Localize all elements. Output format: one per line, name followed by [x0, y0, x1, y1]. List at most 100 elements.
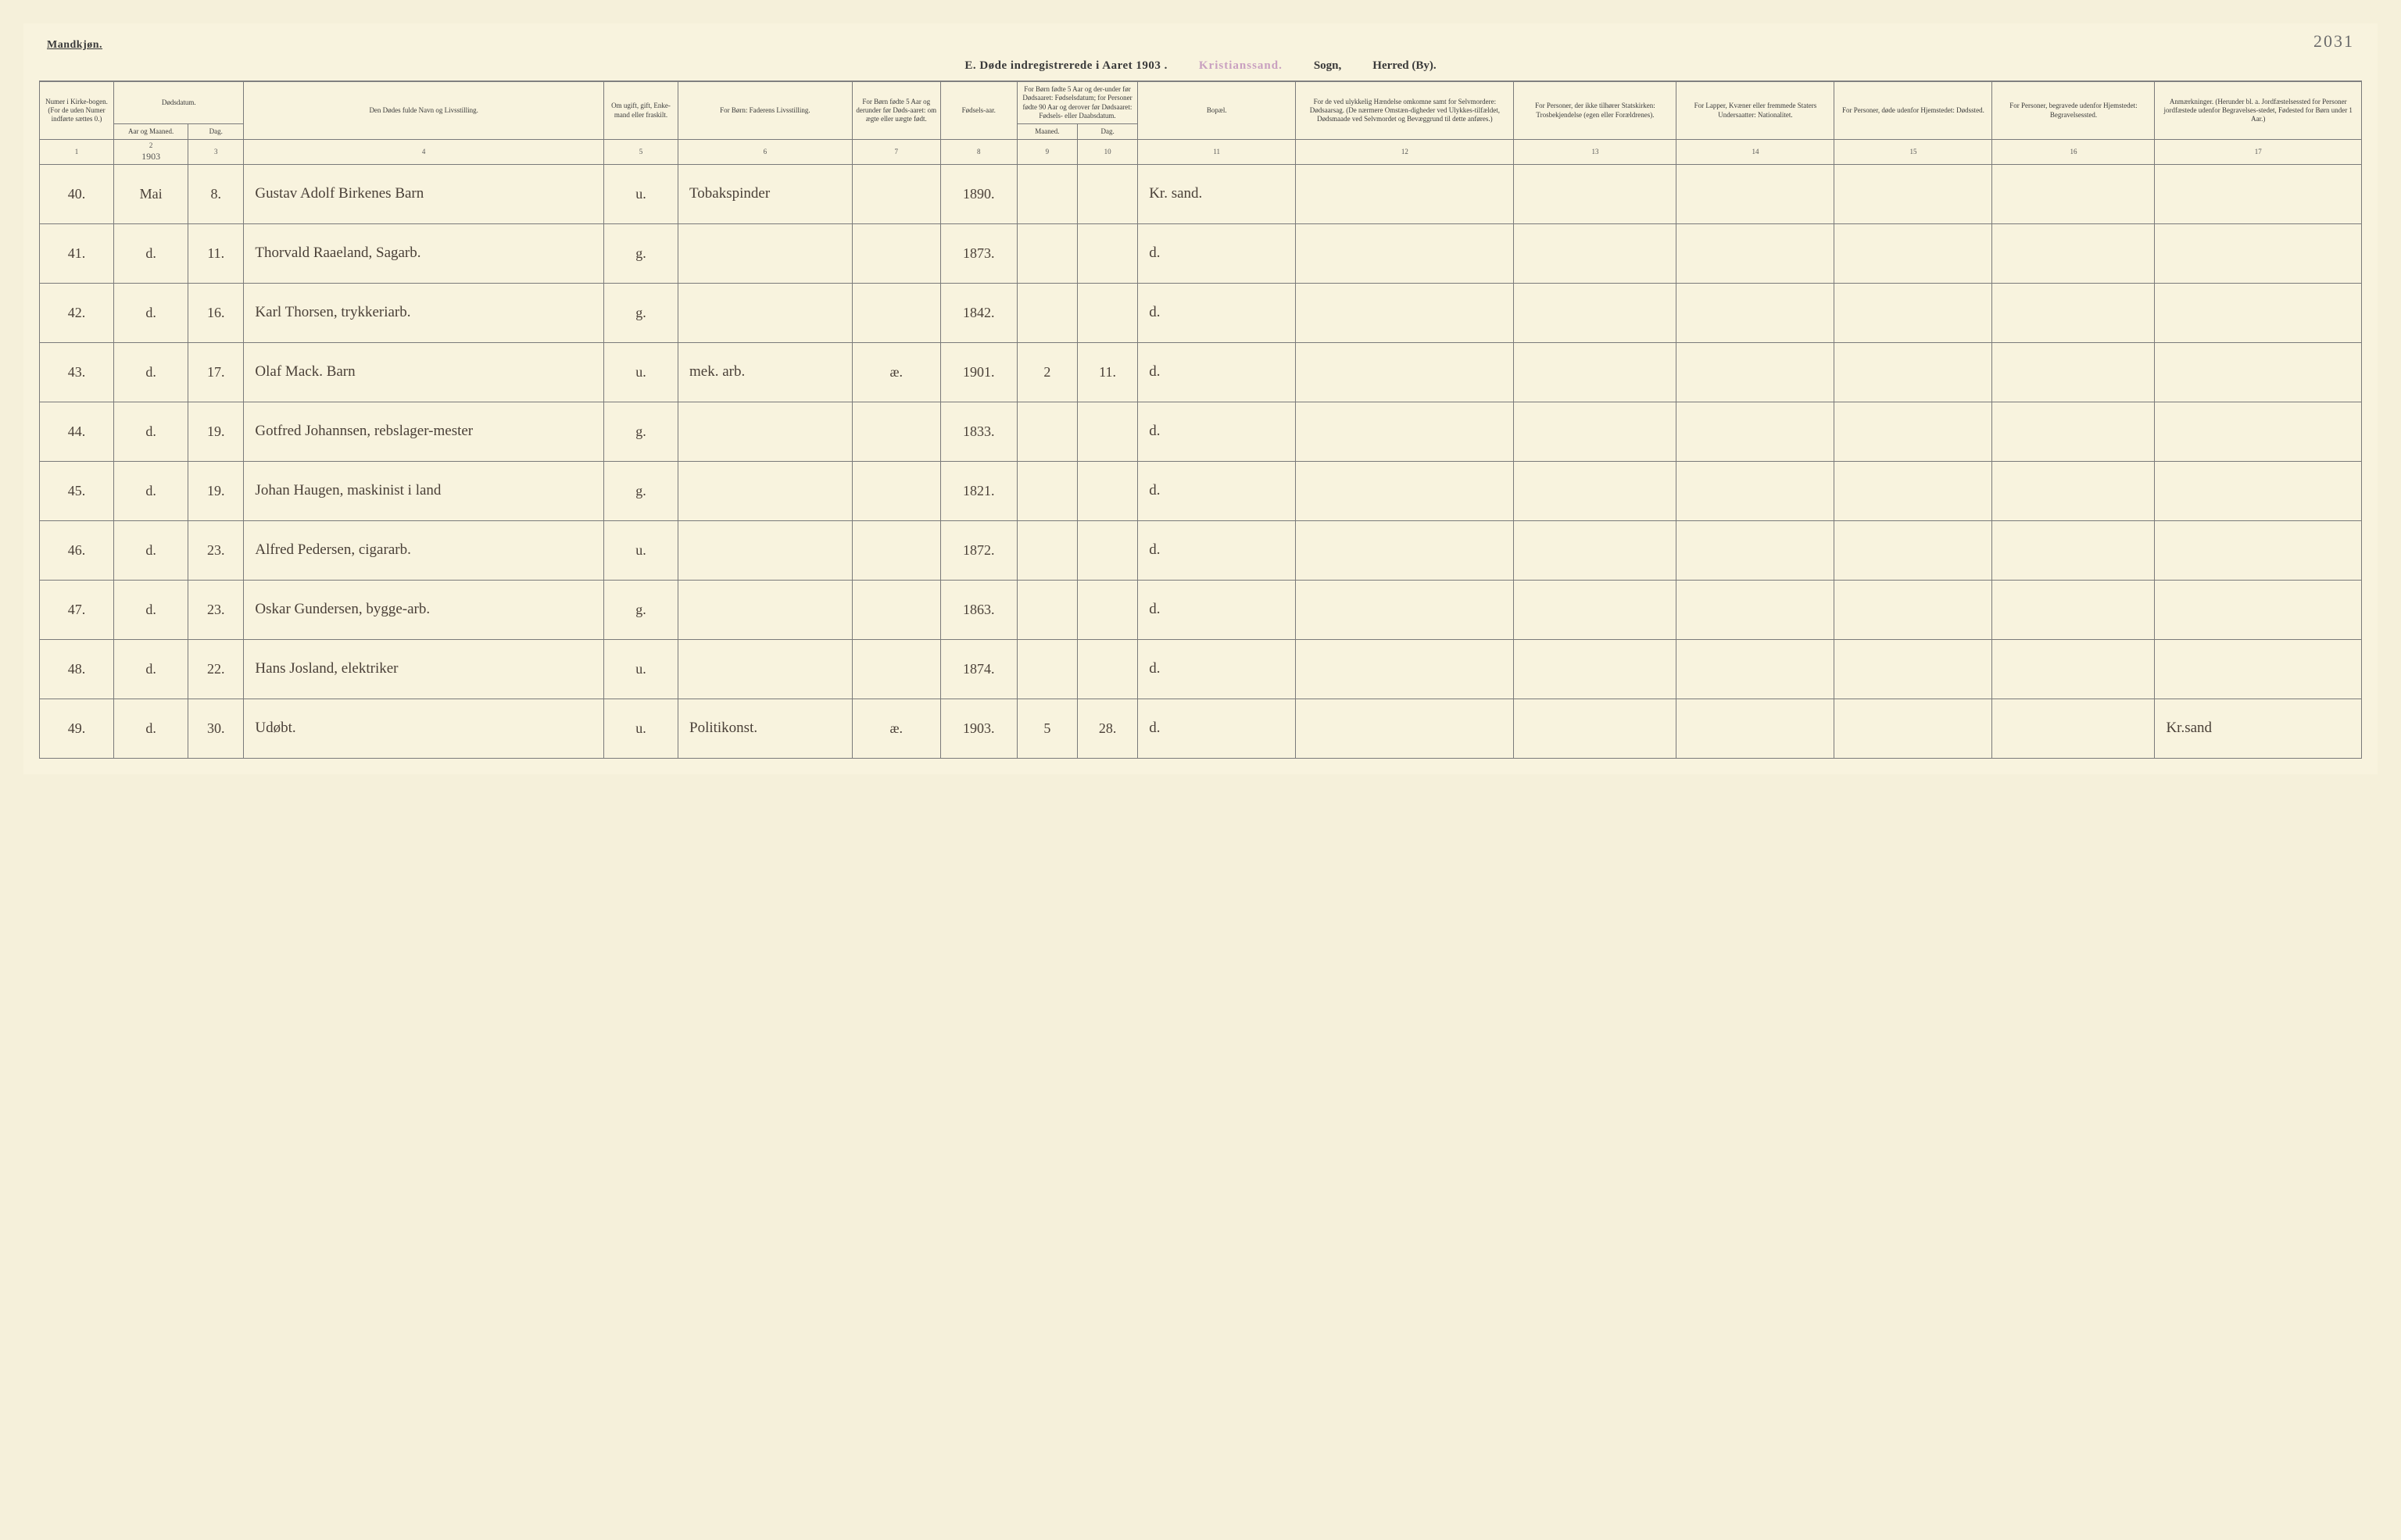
cell-stat: g.: [603, 283, 678, 342]
cell-c16: [1992, 520, 2155, 580]
cell-c17: [2155, 342, 2362, 402]
cell-c12: [1296, 520, 1514, 580]
cell-res: Kr. sand.: [1138, 164, 1296, 223]
cell-num: 49.: [40, 699, 114, 758]
cell-bd: [1077, 461, 1137, 520]
cell-mon: d.: [114, 342, 188, 402]
colnum-4: 4: [244, 140, 604, 164]
cell-mon: d.: [114, 223, 188, 283]
cell-c16: [1992, 223, 2155, 283]
cell-c13: [1514, 520, 1676, 580]
cell-c12: [1296, 699, 1514, 758]
cell-legit: [852, 283, 940, 342]
cell-c13: [1514, 461, 1676, 520]
cell-bm: [1017, 283, 1077, 342]
title-prefix: E. Døde indregistrerede i Aaret 190: [964, 59, 1154, 72]
col-header-1: Numer i Kirke-bogen. (For de uden Numer …: [40, 82, 114, 140]
cell-c12: [1296, 639, 1514, 699]
cell-day: 11.: [188, 223, 244, 283]
cell-bm: [1017, 402, 1077, 461]
col-header-4: Den Dødes fulde Navn og Livsstilling.: [244, 82, 604, 140]
cell-c17: [2155, 580, 2362, 639]
cell-c13: [1514, 639, 1676, 699]
sogn-label: Sogn,: [1314, 59, 1341, 73]
cell-c14: [1676, 402, 1834, 461]
title-main: E. Døde indregistrerede i Aaret 1903 .: [964, 59, 1168, 73]
cell-byear: 1890.: [940, 164, 1017, 223]
table-row: 48.d.22.Hans Josland, elektrikeru.1874.d…: [40, 639, 2362, 699]
colnum-16: 16: [1992, 140, 2155, 164]
cell-c12: [1296, 461, 1514, 520]
cell-c17: [2155, 402, 2362, 461]
cell-c12: [1296, 402, 1514, 461]
cell-stat: g.: [603, 223, 678, 283]
cell-stat: u.: [603, 342, 678, 402]
gender-label: Mandkjøn.: [47, 39, 102, 52]
colnum-8: 8: [940, 140, 1017, 164]
cell-day: 8.: [188, 164, 244, 223]
cell-father: [678, 461, 853, 520]
cell-father: Politikonst.: [678, 699, 853, 758]
cell-father: [678, 223, 853, 283]
cell-c13: [1514, 402, 1676, 461]
cell-num: 42.: [40, 283, 114, 342]
cell-stat: g.: [603, 461, 678, 520]
col-header-5: Om ugift, gift, Enke-mand eller fraskilt…: [603, 82, 678, 140]
col-header-2a: Aar og Maaned.: [114, 124, 188, 140]
cell-name: Thorvald Raaeland, Sagarb.: [244, 223, 604, 283]
year-script: 1903: [141, 151, 160, 162]
cell-c15: [1834, 580, 1992, 639]
table-body: 40.Mai8.Gustav Adolf Birkenes Barnu.Toba…: [40, 164, 2362, 758]
cell-legit: [852, 520, 940, 580]
cell-c13: [1514, 223, 1676, 283]
cell-name: Johan Haugen, maskinist i land: [244, 461, 604, 520]
cell-c17: [2155, 164, 2362, 223]
cell-legit: [852, 580, 940, 639]
table-row: 41.d.11.Thorvald Raaeland, Sagarb.g.1873…: [40, 223, 2362, 283]
col-header-15: For Personer, døde udenfor Hjemstedet: D…: [1834, 82, 1992, 140]
cell-c17: [2155, 520, 2362, 580]
cell-byear: 1842.: [940, 283, 1017, 342]
cell-byear: 1903.: [940, 699, 1017, 758]
cell-c14: [1676, 639, 1834, 699]
cell-c12: [1296, 580, 1514, 639]
cell-res: d.: [1138, 223, 1296, 283]
colnum-6: 6: [678, 140, 853, 164]
col-header-12: For de ved ulykkelig Hændelse omkomne sa…: [1296, 82, 1514, 140]
cell-num: 40.: [40, 164, 114, 223]
cell-bd: 28.: [1077, 699, 1137, 758]
cell-res: d.: [1138, 520, 1296, 580]
cell-c15: [1834, 342, 1992, 402]
cell-legit: [852, 164, 940, 223]
cell-byear: 1874.: [940, 639, 1017, 699]
cell-num: 41.: [40, 223, 114, 283]
cell-legit: æ.: [852, 699, 940, 758]
col-header-2-top: Dødsdatum.: [114, 82, 244, 124]
table-row: 42.d.16.Karl Thorsen, trykkeriarb.g.1842…: [40, 283, 2362, 342]
cell-stat: u.: [603, 520, 678, 580]
colnum-5: 5: [603, 140, 678, 164]
cell-c15: [1834, 639, 1992, 699]
col-header-6: For Børn: Faderens Livsstilling.: [678, 82, 853, 140]
table-header: Numer i Kirke-bogen. (For de uden Numer …: [40, 82, 2362, 165]
cell-c17: [2155, 639, 2362, 699]
colnum-11: 11: [1138, 140, 1296, 164]
col-header-9a: Maaned.: [1017, 124, 1077, 140]
colnum-15: 15: [1834, 140, 1992, 164]
cell-stat: g.: [603, 580, 678, 639]
colnum-7: 7: [852, 140, 940, 164]
cell-res: d.: [1138, 342, 1296, 402]
cell-c13: [1514, 699, 1676, 758]
col-header-13: For Personer, der ikke tilhører Statskir…: [1514, 82, 1676, 140]
cell-bd: 11.: [1077, 342, 1137, 402]
cell-stat: g.: [603, 402, 678, 461]
cell-c14: [1676, 580, 1834, 639]
cell-byear: 1873.: [940, 223, 1017, 283]
cell-res: d.: [1138, 283, 1296, 342]
cell-c13: [1514, 342, 1676, 402]
cell-day: 17.: [188, 342, 244, 402]
cell-day: 23.: [188, 520, 244, 580]
cell-c16: [1992, 283, 2155, 342]
cell-c15: [1834, 520, 1992, 580]
cell-c14: [1676, 342, 1834, 402]
